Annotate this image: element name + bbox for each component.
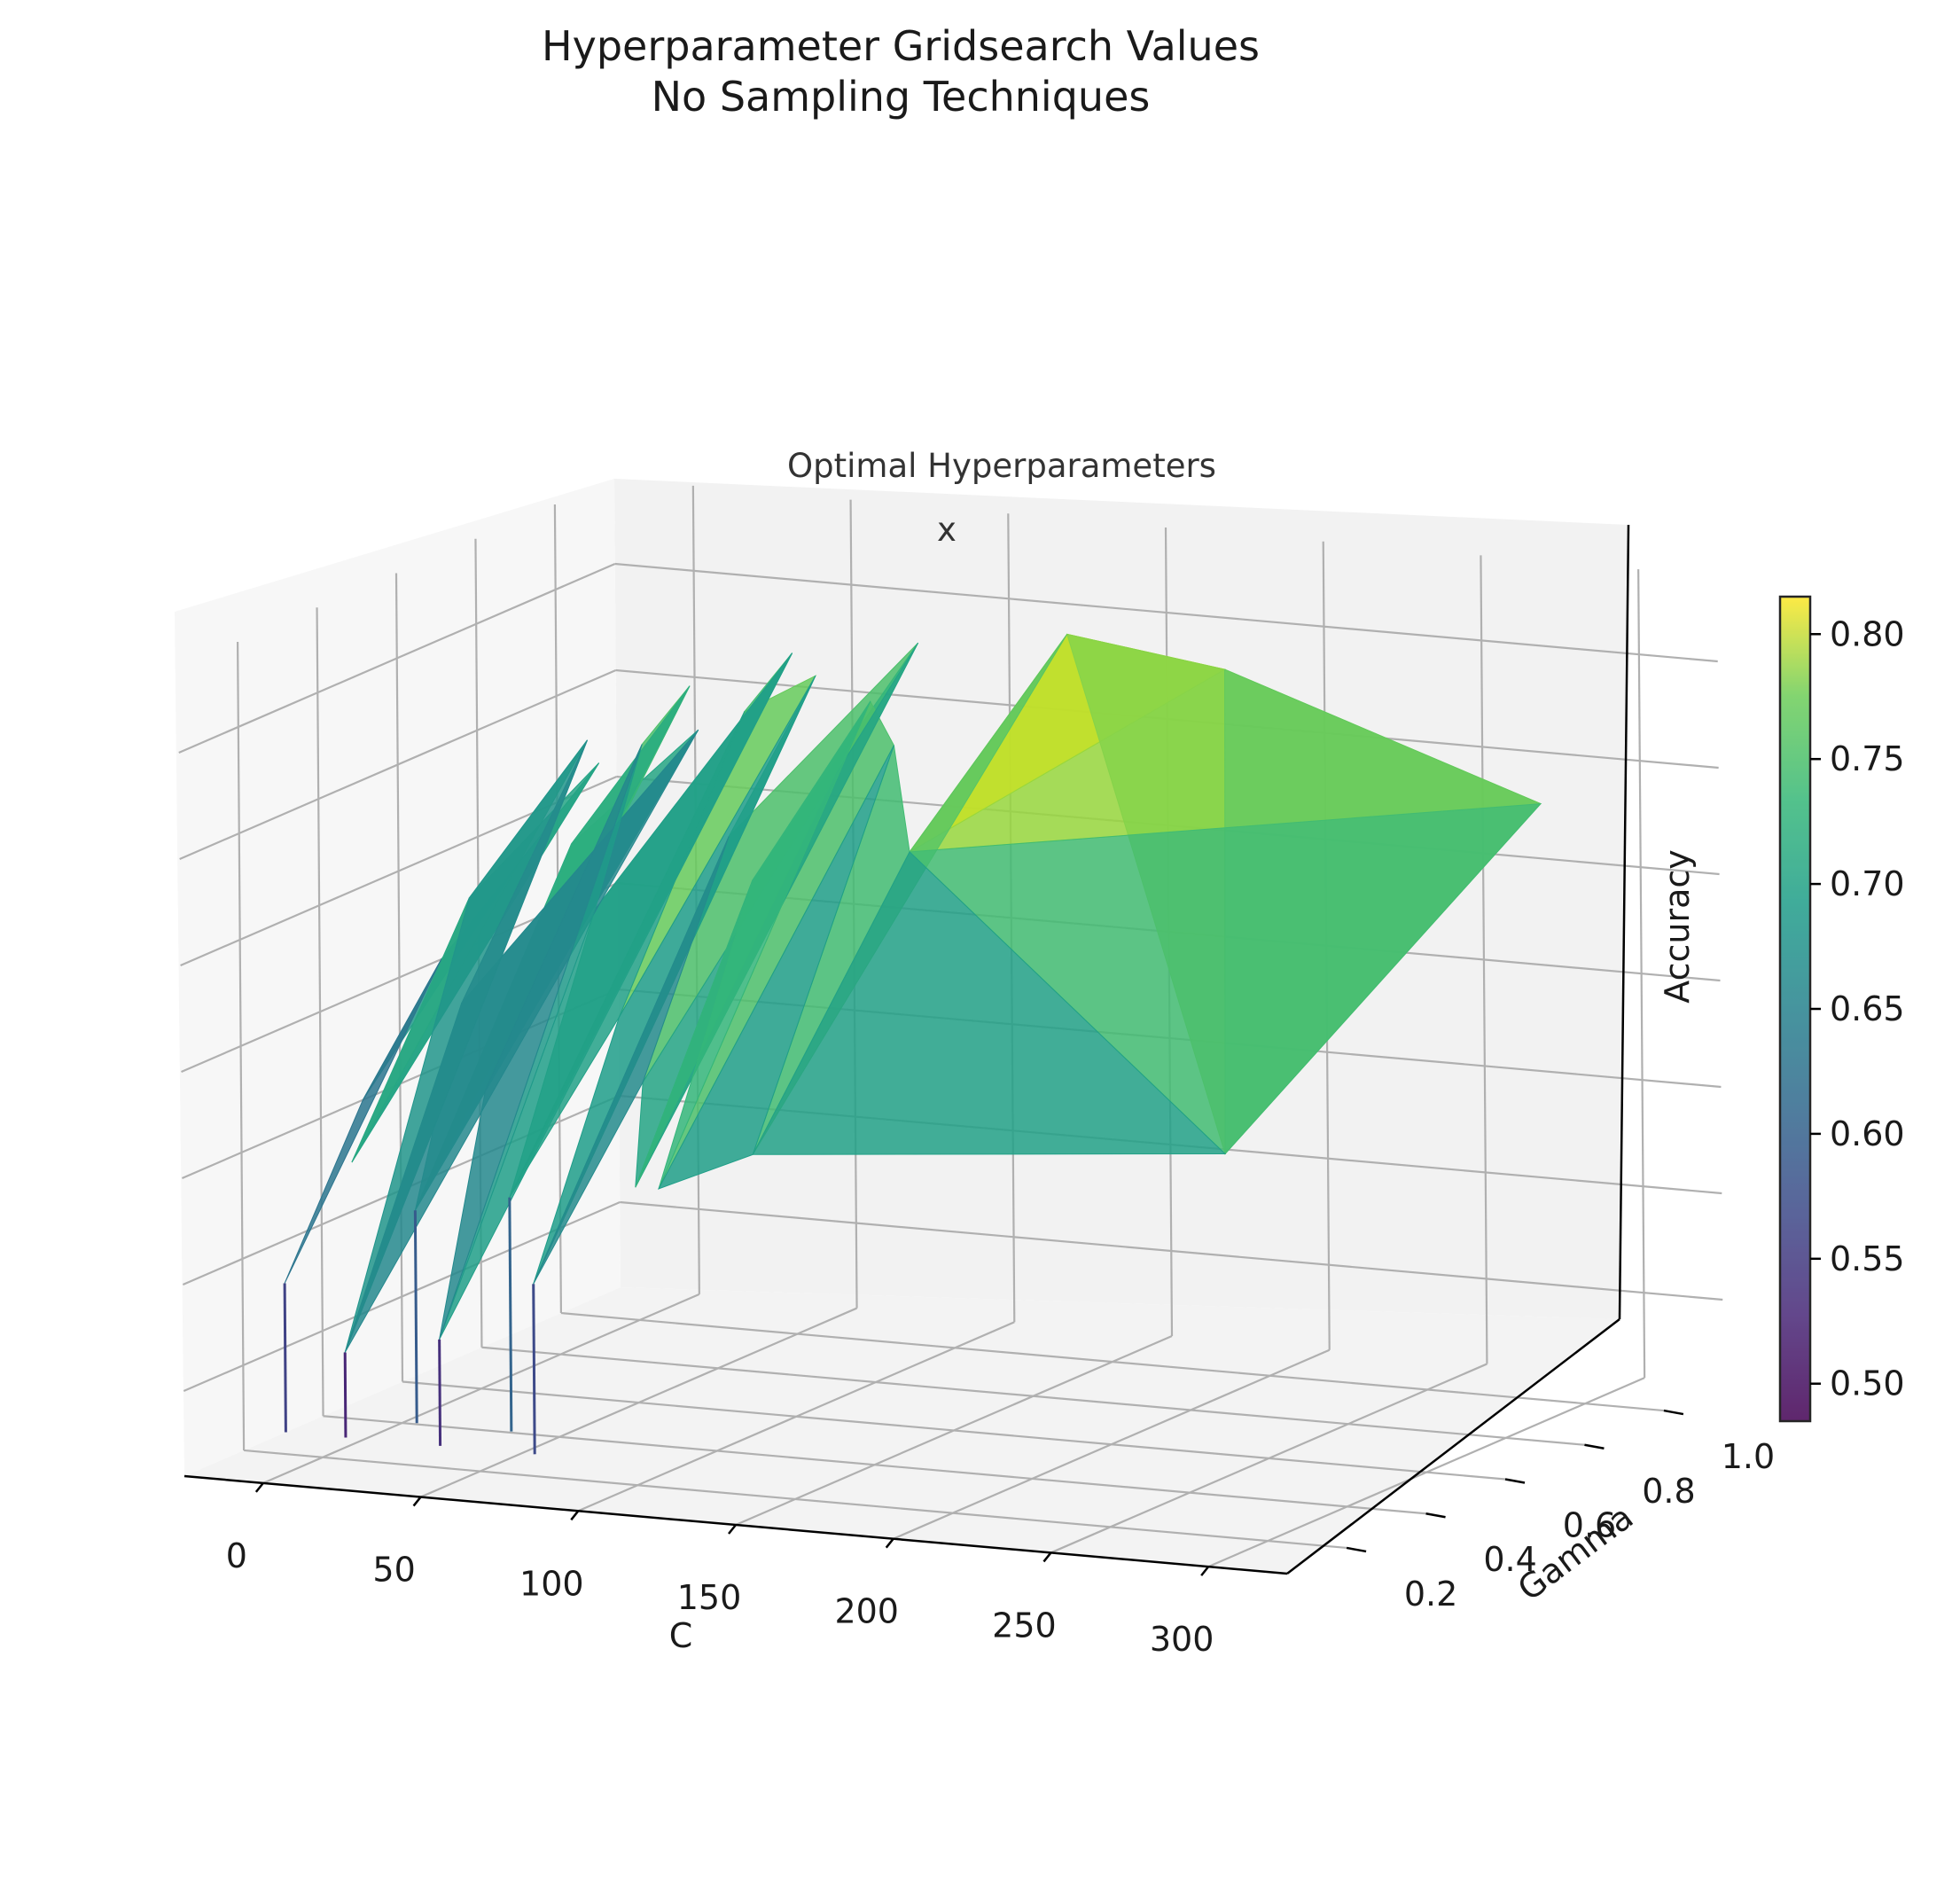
optimal-hyperparameters-annotation: Optimal Hyperparameters: [787, 447, 1216, 485]
floor-pane: [184, 1287, 1620, 1574]
colorbar-tick-label: 0.50: [1830, 1364, 1905, 1403]
floor-grid-gamma: [481, 1346, 1585, 1446]
surface-drop: [343, 1352, 347, 1438]
tick-layer: 0 50 100 150 200 250 300 0.2 0.4 0.6 0.8 1.0: [226, 1409, 1775, 1659]
chart-title-line-1: Hyperparameter Gridsearch Values: [542, 22, 1260, 70]
colorbar-tick-label: 0.65: [1830, 989, 1905, 1028]
colorbar-tick-label: 0.70: [1830, 864, 1905, 903]
gamma-tick-label: 0.4: [1483, 1540, 1536, 1579]
surface-drop: [413, 1210, 418, 1424]
back-grid-z: [620, 1200, 1723, 1301]
gamma-tick-label: 0.6: [1563, 1506, 1616, 1545]
c-tick-label: 0: [226, 1536, 247, 1575]
c-tick-mark: [570, 1510, 580, 1521]
surface-facet: [509, 711, 746, 1198]
side-grid-z: [178, 562, 616, 754]
colorbar: 0.50 0.55 0.60 0.65 0.70 0.75 0.80: [1778, 595, 1905, 1423]
colorbar-tick-label: 0.60: [1830, 1114, 1905, 1153]
c-tick-mark: [1042, 1551, 1052, 1563]
accuracy-axis-line: [1618, 524, 1630, 1320]
surface-facet: [344, 739, 588, 1353]
c-tick-label: 50: [372, 1551, 415, 1590]
gamma-axis-line: [1286, 1318, 1620, 1575]
c-tick-mark: [728, 1524, 737, 1535]
c-tick-label: 150: [677, 1578, 742, 1617]
surface-facet: [284, 958, 442, 1284]
colorbar-gradient: [1778, 595, 1812, 1423]
gamma-tick-label: 0.8: [1642, 1472, 1695, 1511]
c-tick-label: 300: [1150, 1620, 1214, 1659]
accuracy-axis-title: Accuracy: [1658, 849, 1697, 1004]
chart-title-line-2: No Sampling Techniques: [652, 73, 1151, 121]
gamma-tick-label: 0.2: [1404, 1575, 1457, 1614]
surface-drop: [532, 1284, 536, 1455]
floor-grid-gamma: [243, 1449, 1347, 1550]
c-tick-mark: [1200, 1566, 1210, 1576]
surface-drop: [508, 1197, 513, 1432]
floor-grid-gamma: [560, 1311, 1665, 1412]
floor-grid-gamma: [402, 1380, 1506, 1481]
surface-drop: [438, 1339, 442, 1446]
optimal-point-marker: x: [937, 511, 957, 549]
colorbar-tick-label: 0.75: [1830, 739, 1905, 778]
colorbar-tick-label: 0.80: [1830, 614, 1905, 653]
surface-facet: [658, 700, 871, 1190]
c-tick-mark: [885, 1537, 894, 1549]
side-grid-z: [179, 668, 617, 861]
colorbar-ticks: 0.50 0.55 0.60 0.65 0.70 0.75 0.80: [1810, 614, 1905, 1403]
c-tick-label: 100: [519, 1564, 584, 1603]
gamma-tick-mark: [1425, 1512, 1446, 1519]
gamma-tick-label: 1.0: [1722, 1437, 1775, 1476]
back-grid-z: [614, 562, 1718, 663]
surface: [283, 633, 1542, 1455]
c-tick-label: 250: [992, 1606, 1057, 1645]
c-tick-label: 200: [834, 1592, 899, 1631]
floor-grid-gamma: [323, 1415, 1426, 1515]
c-tick-mark: [412, 1496, 422, 1507]
surface-facet: [657, 745, 894, 1190]
surface-facet: [752, 851, 1227, 1155]
surface-facet: [439, 744, 643, 1340]
surface-facet: [533, 836, 730, 1285]
c-tick-mark: [254, 1482, 264, 1493]
c-axis-title: C: [669, 1616, 693, 1655]
side-grid-z: [183, 1200, 621, 1393]
gamma-tick-mark: [1663, 1409, 1684, 1416]
gamma-tick-mark: [1346, 1546, 1367, 1553]
colorbar-tick-label: 0.55: [1830, 1239, 1905, 1278]
gamma-tick-mark: [1504, 1478, 1526, 1484]
gamma-tick-mark: [1584, 1443, 1605, 1450]
